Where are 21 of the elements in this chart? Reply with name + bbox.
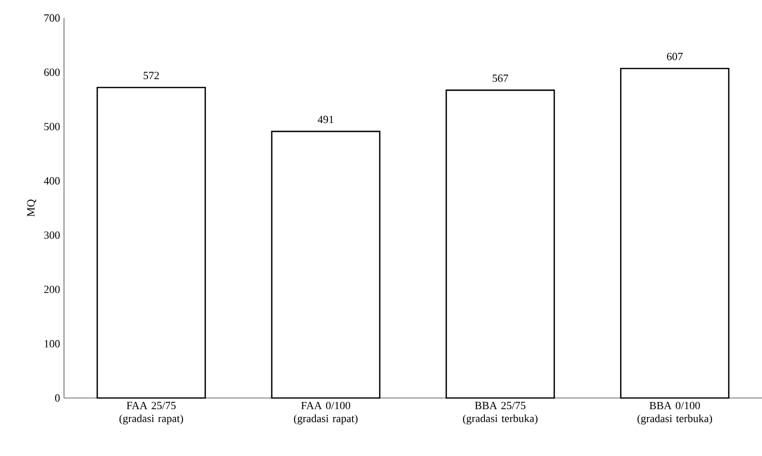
x-tick-label: BBA 0/100 (gradasi terbuka): [638, 402, 712, 424]
x-tick-label: FAA 25/75 (gradasi rapat): [119, 402, 184, 424]
y-tick-label: 400: [44, 177, 60, 185]
y-axis-title: MQ: [27, 199, 36, 217]
y-tick-label: 200: [44, 286, 60, 294]
x-tick-label: FAA 0/100 (gradasi rapat): [294, 402, 358, 424]
bar: [620, 68, 730, 399]
y-tick-label: 500: [44, 122, 60, 130]
data-label: 567: [492, 74, 508, 82]
y-tick-label: 700: [44, 14, 60, 22]
data-label: 572: [144, 72, 159, 80]
data-label: 491: [318, 116, 334, 124]
data-label: 607: [667, 52, 683, 60]
y-tick-label: 0: [55, 394, 60, 402]
bar: [446, 90, 555, 399]
x-tick-label: BBA 25/75 (gradasi terbuka): [463, 402, 538, 424]
y-tick-label: 600: [44, 68, 60, 76]
bar: [96, 86, 206, 399]
bar: [271, 130, 380, 399]
y-tick-label: 300: [44, 231, 60, 239]
y-tick-label: 100: [44, 340, 60, 348]
